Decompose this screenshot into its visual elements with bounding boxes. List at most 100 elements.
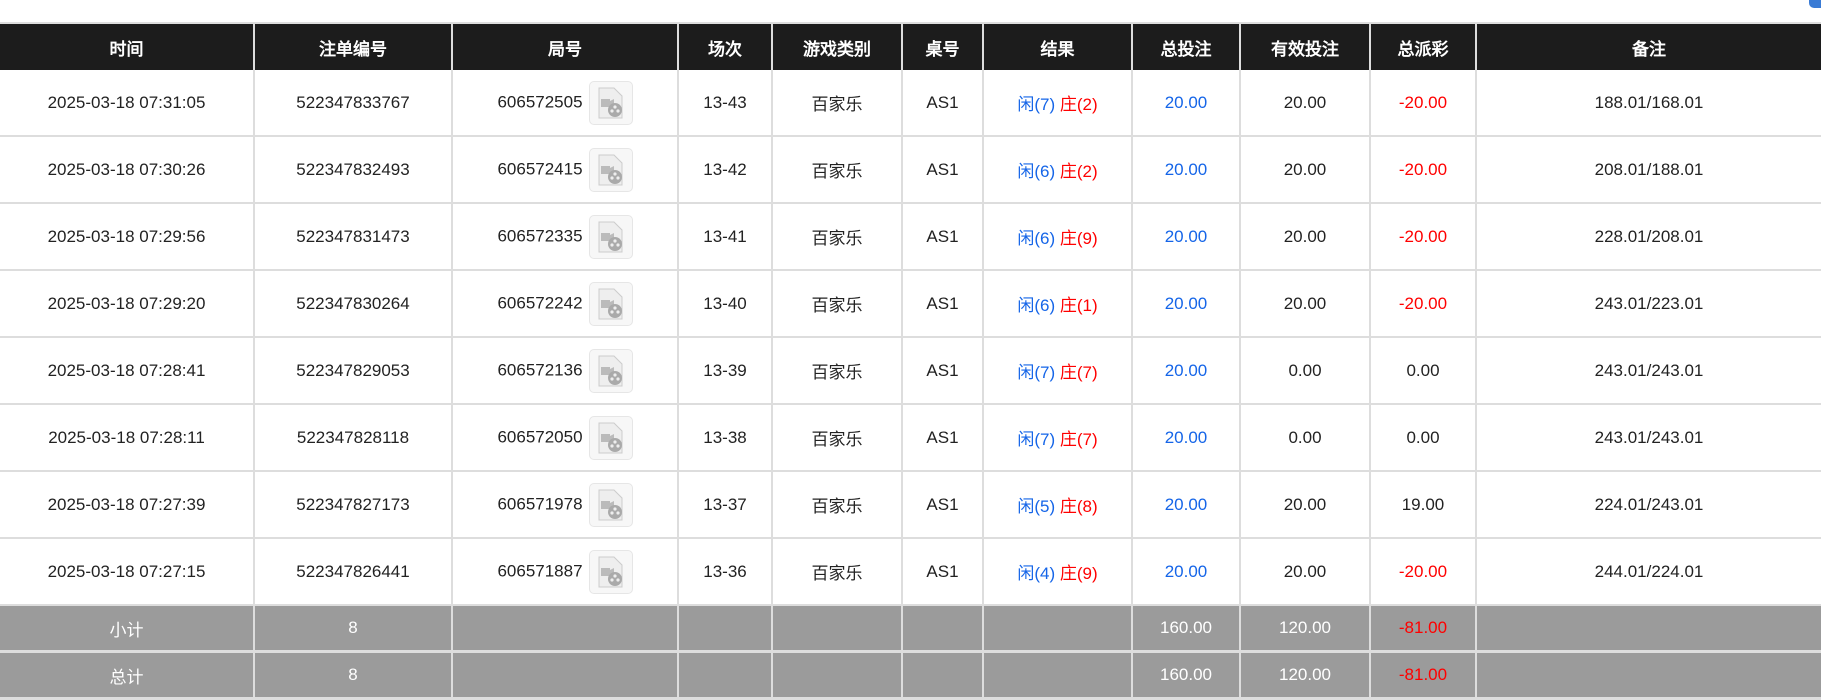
game-cell: 百家乐 <box>771 538 902 606</box>
summary-count: 8 <box>253 605 452 653</box>
video-file-icon[interactable] <box>588 482 633 527</box>
bet-id-cell: 522347832493 <box>253 136 452 204</box>
note-cell: 224.01/243.01 <box>1475 471 1821 539</box>
result-cell: 闲(7) 庄(7) <box>982 337 1132 405</box>
table-cell: AS1 <box>901 404 983 472</box>
video-file-icon[interactable] <box>588 549 633 594</box>
column-header[interactable]: 总派彩 <box>1369 23 1476 70</box>
column-header[interactable]: 游戏类别 <box>771 23 902 70</box>
bet-id-cell: 522347831473 <box>253 203 452 271</box>
total-bet-cell: 20.00 <box>1131 404 1240 472</box>
round-cell: 606572136 <box>451 337 678 405</box>
shoe-cell: 13-39 <box>677 337 772 405</box>
column-header[interactable]: 桌号 <box>901 23 983 70</box>
player-result: 闲(6) <box>1017 296 1056 315</box>
payout-cell: 0.00 <box>1369 404 1476 472</box>
column-header[interactable]: 局号 <box>451 23 678 70</box>
bet-id-cell: 522347828118 <box>253 404 452 472</box>
game-cell: 百家乐 <box>771 136 902 204</box>
video-file-icon[interactable] <box>588 281 633 326</box>
note-cell: 208.01/188.01 <box>1475 136 1821 204</box>
total-bet-cell: 20.00 <box>1131 538 1240 606</box>
player-result: 闲(6) <box>1017 229 1056 248</box>
summary-payout: -81.00 <box>1369 651 1476 700</box>
player-result: 闲(5) <box>1017 497 1056 516</box>
player-result: 闲(7) <box>1017 95 1056 114</box>
note-cell: 244.01/224.01 <box>1475 538 1821 606</box>
round-cell: 606572242 <box>451 270 678 338</box>
player-result: 闲(7) <box>1017 430 1056 449</box>
game-cell: 百家乐 <box>771 270 902 338</box>
column-header[interactable]: 备注 <box>1475 23 1821 70</box>
game-cell: 百家乐 <box>771 203 902 271</box>
payout-cell: -20.00 <box>1369 538 1476 606</box>
note-cell: 243.01/223.01 <box>1475 270 1821 338</box>
video-file-icon[interactable] <box>588 348 633 393</box>
column-header[interactable]: 总投注 <box>1131 23 1240 70</box>
result-cell: 闲(6) 庄(2) <box>982 136 1132 204</box>
bet-id-cell: 522347826441 <box>253 538 452 606</box>
corner-widget[interactable] <box>1809 0 1821 8</box>
video-file-icon[interactable] <box>588 147 633 192</box>
shoe-cell: 13-36 <box>677 538 772 606</box>
table-row: 2025-03-18 07:29:20 522347830264 6065722… <box>0 270 1821 338</box>
time-cell: 2025-03-18 07:31:05 <box>0 70 254 137</box>
table-cell: AS1 <box>901 538 983 606</box>
shoe-cell: 13-37 <box>677 471 772 539</box>
round-number: 606571887 <box>497 560 583 580</box>
column-header[interactable]: 注单编号 <box>253 23 452 70</box>
round-number: 606572136 <box>497 359 583 379</box>
table-row: 2025-03-18 07:28:41 522347829053 6065721… <box>0 337 1821 405</box>
game-cell: 百家乐 <box>771 404 902 472</box>
valid-bet-cell: 20.00 <box>1239 270 1370 338</box>
round-number: 606572242 <box>497 292 583 312</box>
summary-row: 总计 8 160.00 120.00 -81.00 <box>0 651 1821 700</box>
table-cell: AS1 <box>901 337 983 405</box>
round-cell: 606572505 <box>451 70 678 137</box>
round-number: 606572415 <box>497 158 583 178</box>
shoe-cell: 13-42 <box>677 136 772 204</box>
summary-valid-bet: 120.00 <box>1239 651 1370 700</box>
column-header[interactable]: 时间 <box>0 23 254 70</box>
summary-valid-bet: 120.00 <box>1239 605 1370 653</box>
banker-result: 庄(2) <box>1059 95 1098 114</box>
banker-result: 庄(7) <box>1059 430 1098 449</box>
time-cell: 2025-03-18 07:30:26 <box>0 136 254 204</box>
time-cell: 2025-03-18 07:28:41 <box>0 337 254 405</box>
note-cell: 228.01/208.01 <box>1475 203 1821 271</box>
total-bet-cell: 20.00 <box>1131 270 1240 338</box>
round-number: 606572505 <box>497 91 583 111</box>
result-cell: 闲(4) 庄(9) <box>982 538 1132 606</box>
banker-result: 庄(2) <box>1059 162 1098 181</box>
shoe-cell: 13-40 <box>677 270 772 338</box>
payout-cell: -20.00 <box>1369 136 1476 204</box>
note-cell: 243.01/243.01 <box>1475 404 1821 472</box>
valid-bet-cell: 20.00 <box>1239 538 1370 606</box>
column-header[interactable]: 有效投注 <box>1239 23 1370 70</box>
player-result: 闲(6) <box>1017 162 1056 181</box>
video-file-icon[interactable] <box>588 214 633 259</box>
player-result: 闲(7) <box>1017 363 1056 382</box>
valid-bet-cell: 20.00 <box>1239 471 1370 539</box>
summary-total-bet: 160.00 <box>1131 605 1240 653</box>
shoe-cell: 13-38 <box>677 404 772 472</box>
payout-cell: -20.00 <box>1369 70 1476 137</box>
table-cell: AS1 <box>901 203 983 271</box>
video-file-icon[interactable] <box>588 415 633 460</box>
valid-bet-cell: 20.00 <box>1239 203 1370 271</box>
banker-result: 庄(9) <box>1059 564 1098 583</box>
time-cell: 2025-03-18 07:28:11 <box>0 404 254 472</box>
video-file-icon[interactable] <box>588 80 633 125</box>
column-header[interactable]: 结果 <box>982 23 1132 70</box>
table-cell: AS1 <box>901 270 983 338</box>
result-cell: 闲(7) 庄(2) <box>982 70 1132 137</box>
valid-bet-cell: 0.00 <box>1239 404 1370 472</box>
summary-label: 小计 <box>0 605 254 653</box>
time-cell: 2025-03-18 07:29:20 <box>0 270 254 338</box>
time-cell: 2025-03-18 07:27:39 <box>0 471 254 539</box>
valid-bet-cell: 0.00 <box>1239 337 1370 405</box>
valid-bet-cell: 20.00 <box>1239 136 1370 204</box>
bet-id-cell: 522347833767 <box>253 70 452 137</box>
time-cell: 2025-03-18 07:29:56 <box>0 203 254 271</box>
column-header[interactable]: 场次 <box>677 23 772 70</box>
